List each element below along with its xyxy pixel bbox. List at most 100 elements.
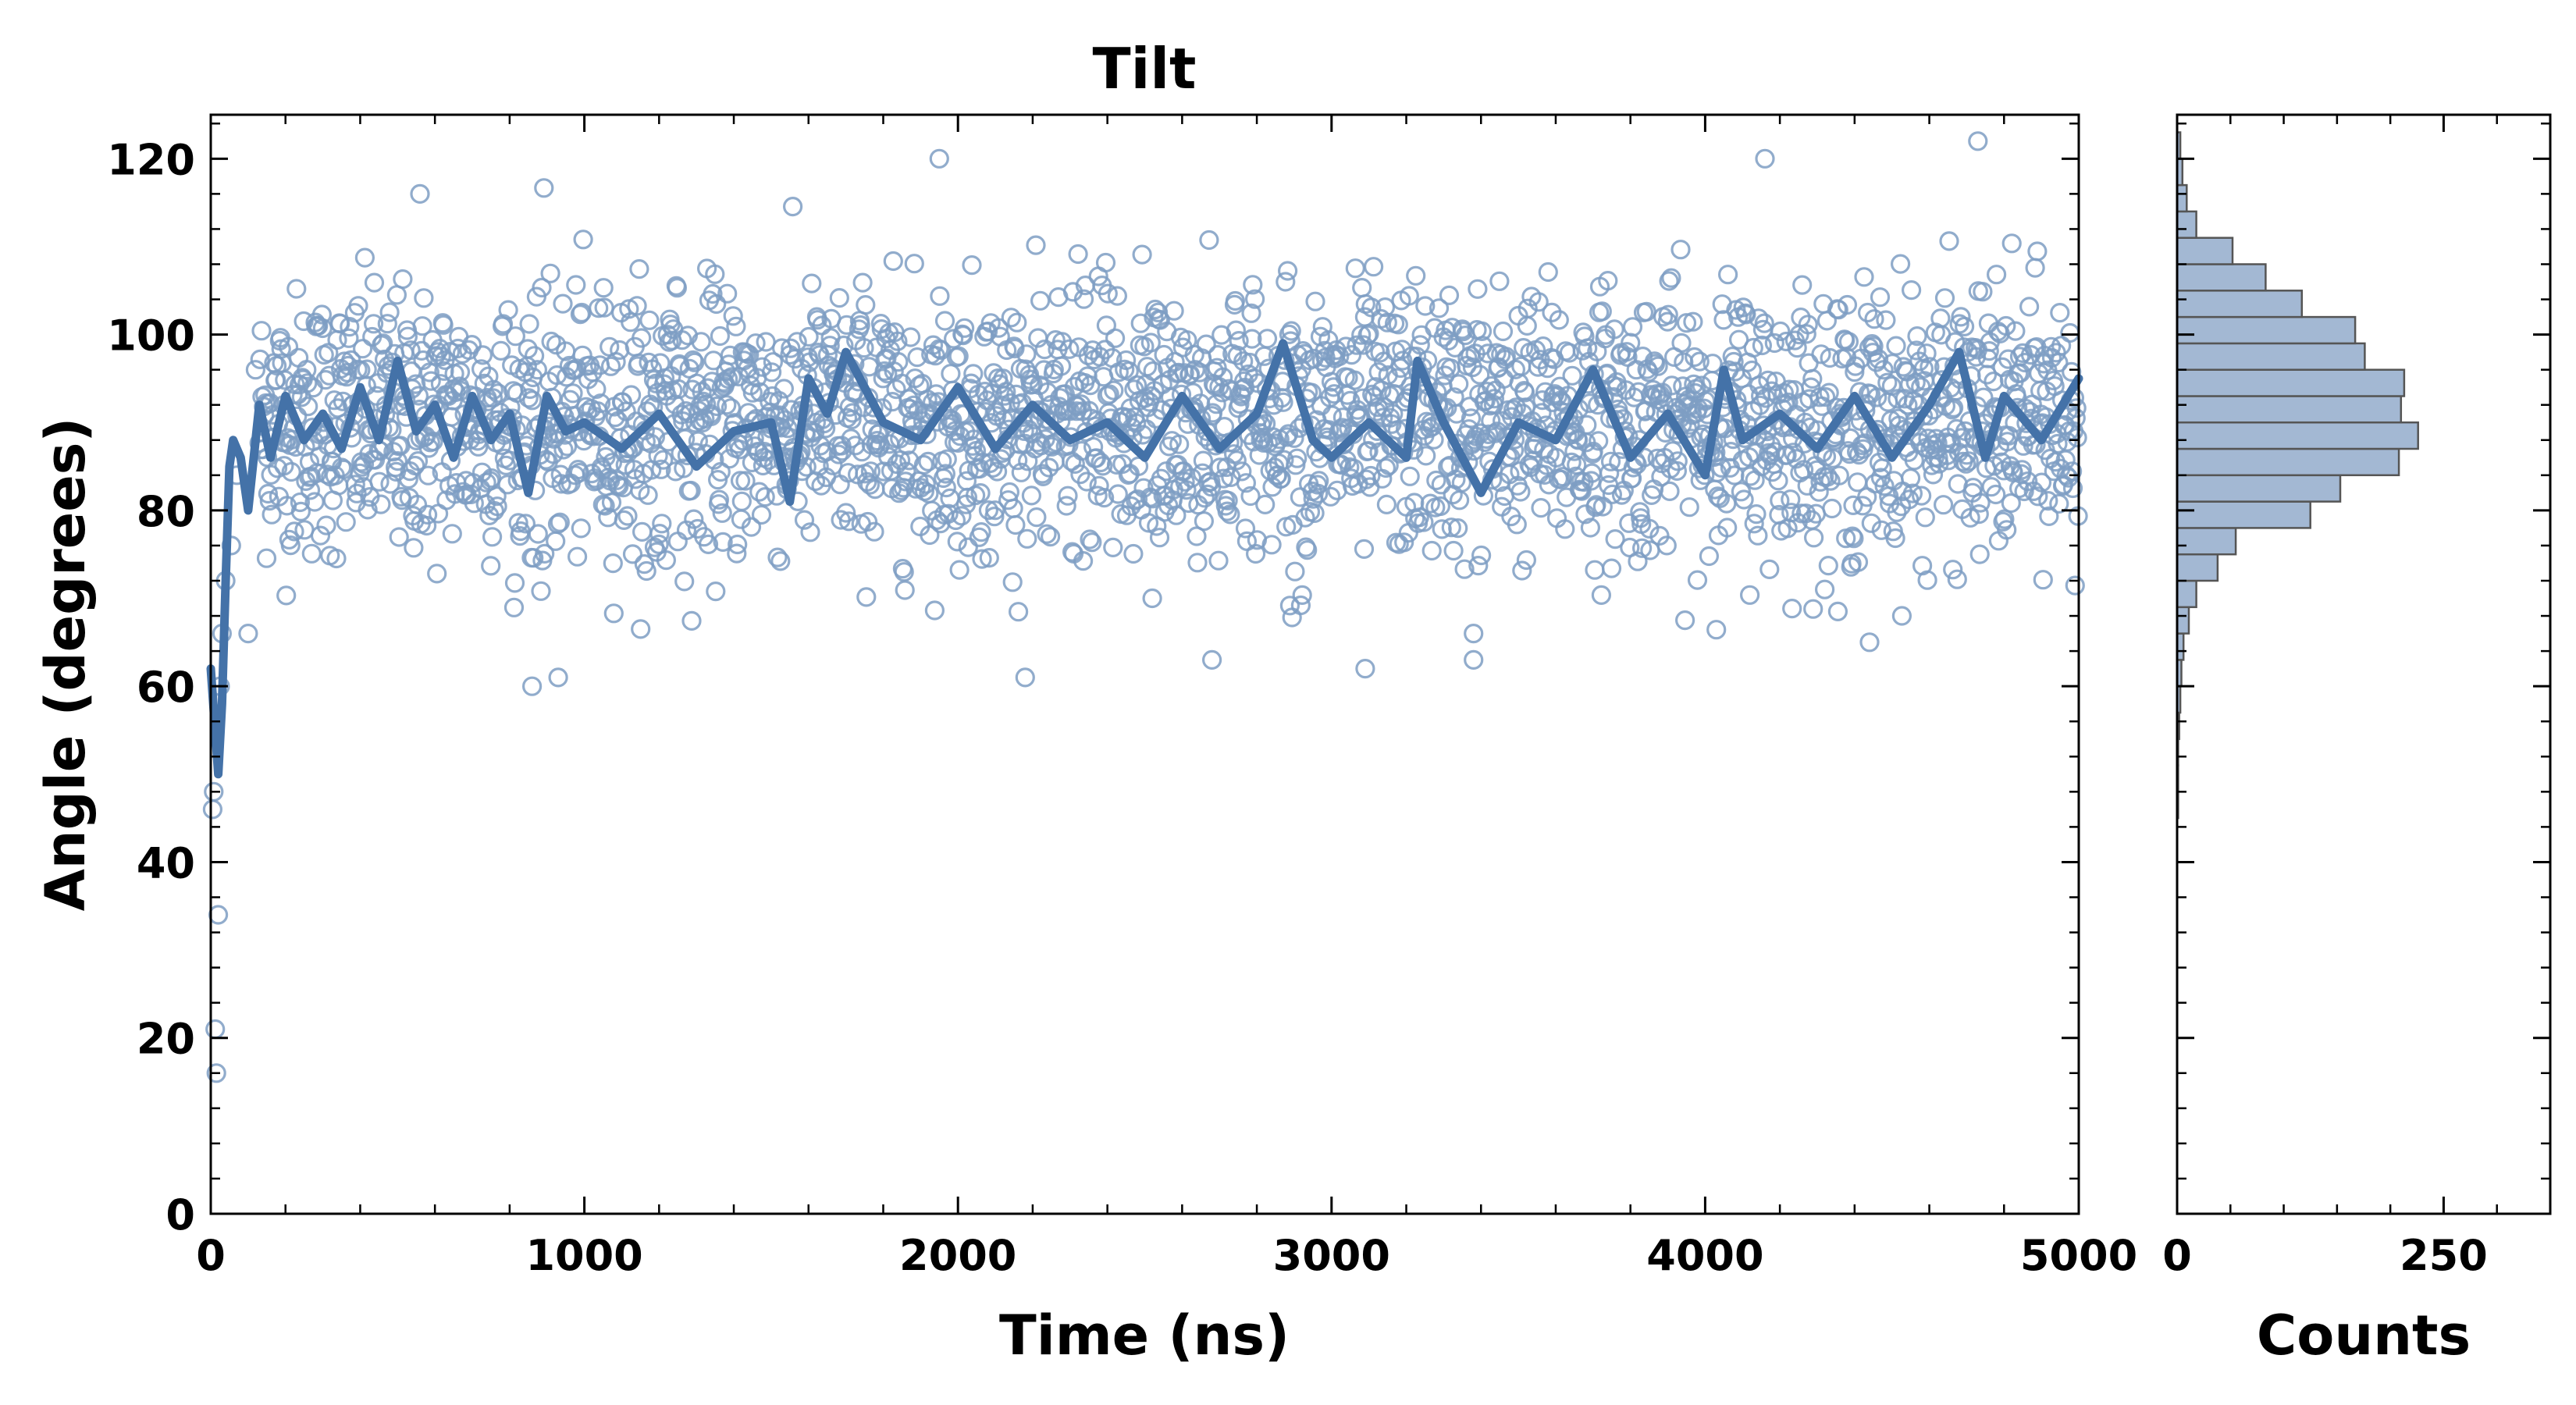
data-point bbox=[508, 513, 528, 533]
data-point bbox=[1429, 298, 1450, 318]
data-point bbox=[400, 340, 421, 361]
data-point bbox=[710, 461, 731, 482]
data-point bbox=[2049, 493, 2069, 514]
data-point bbox=[934, 311, 955, 331]
data-point bbox=[2060, 322, 2080, 343]
data-point bbox=[1051, 356, 1072, 376]
data-point bbox=[1660, 481, 1680, 502]
data-point bbox=[301, 543, 322, 564]
data-point bbox=[286, 279, 307, 299]
data-point bbox=[1393, 350, 1413, 371]
data-point bbox=[1865, 473, 1885, 494]
data-point bbox=[326, 548, 347, 569]
data-point bbox=[2062, 478, 2083, 499]
data-point bbox=[372, 335, 392, 355]
data-point bbox=[1809, 387, 1830, 407]
data-point bbox=[1421, 540, 1442, 561]
data-point bbox=[1179, 364, 1201, 384]
data-point bbox=[891, 480, 912, 501]
data-point bbox=[1137, 357, 1158, 377]
data-point bbox=[1382, 414, 1402, 434]
data-point bbox=[1406, 265, 1426, 286]
data-point bbox=[1461, 408, 1482, 429]
main-axis-ticks: 0 1000 2000 3000 4000 5000 0 20 40 60 80 100 120 bbox=[107, 115, 2137, 1280]
data-point bbox=[1934, 288, 1955, 308]
data-point bbox=[1628, 551, 1648, 571]
data-point bbox=[1591, 585, 1611, 606]
data-point bbox=[1718, 265, 1738, 285]
data-point bbox=[2065, 575, 2085, 596]
data-point bbox=[573, 229, 593, 250]
data-point bbox=[1243, 275, 1263, 295]
data-point bbox=[710, 325, 731, 347]
data-point bbox=[859, 475, 881, 495]
y-tick-label: 80 bbox=[137, 487, 195, 536]
data-point bbox=[653, 450, 674, 470]
data-point bbox=[1492, 496, 1512, 517]
data-point bbox=[593, 278, 614, 298]
data-point bbox=[421, 371, 441, 391]
data-point bbox=[1150, 310, 1171, 330]
data-point bbox=[557, 436, 578, 457]
data-point bbox=[364, 272, 385, 293]
data-point bbox=[1363, 257, 1384, 277]
data-point bbox=[1752, 335, 1772, 356]
data-point bbox=[1331, 454, 1352, 475]
data-point bbox=[1359, 323, 1379, 344]
data-point bbox=[1943, 560, 1963, 580]
data-point bbox=[606, 352, 626, 372]
data-point bbox=[945, 510, 966, 531]
data-point bbox=[755, 486, 775, 507]
data-point bbox=[1242, 329, 1262, 349]
data-point bbox=[330, 314, 350, 334]
data-point bbox=[1516, 550, 1537, 571]
data-point bbox=[289, 347, 309, 368]
data-point bbox=[481, 556, 501, 576]
data-point bbox=[1445, 337, 1465, 357]
data-point bbox=[1736, 304, 1756, 325]
data-point bbox=[2031, 472, 2052, 493]
data-point bbox=[1877, 372, 1898, 393]
data-point bbox=[206, 1063, 226, 1083]
data-point bbox=[1470, 365, 1490, 385]
data-point bbox=[1217, 501, 1237, 521]
data-point bbox=[387, 450, 407, 471]
data-point bbox=[297, 360, 317, 380]
data-point bbox=[433, 315, 454, 335]
data-point bbox=[621, 385, 642, 405]
data-point bbox=[1562, 365, 1582, 386]
data-point bbox=[1787, 338, 1807, 358]
data-point bbox=[1353, 335, 1374, 355]
data-point bbox=[1201, 649, 1222, 670]
data-point bbox=[731, 491, 752, 511]
data-point bbox=[1904, 450, 1924, 471]
data-point bbox=[1276, 272, 1296, 292]
data-point bbox=[617, 506, 638, 526]
data-point bbox=[1598, 271, 1618, 291]
data-point bbox=[1781, 503, 1802, 523]
data-point bbox=[1822, 498, 1842, 519]
data-point bbox=[2018, 471, 2038, 492]
data-point bbox=[505, 326, 526, 347]
data-point bbox=[1869, 349, 1889, 369]
data-point bbox=[1309, 471, 1329, 491]
histogram-bar bbox=[2176, 421, 2419, 450]
data-point bbox=[721, 367, 742, 387]
data-point bbox=[1970, 493, 1991, 513]
data-point bbox=[1358, 440, 1379, 461]
data-point bbox=[603, 603, 624, 624]
data-point bbox=[1619, 513, 1639, 533]
data-point bbox=[586, 379, 607, 400]
data-point bbox=[521, 676, 543, 696]
data-point bbox=[1347, 335, 1367, 355]
data-point bbox=[316, 515, 336, 535]
data-point bbox=[1414, 512, 1434, 532]
data-point bbox=[1683, 311, 1703, 332]
data-point bbox=[337, 362, 358, 382]
data-point bbox=[286, 436, 306, 457]
data-point bbox=[1630, 502, 1650, 522]
data-point bbox=[393, 269, 413, 290]
data-point bbox=[1226, 320, 1247, 340]
data-point bbox=[1679, 497, 1699, 518]
data-point bbox=[1415, 296, 1436, 316]
